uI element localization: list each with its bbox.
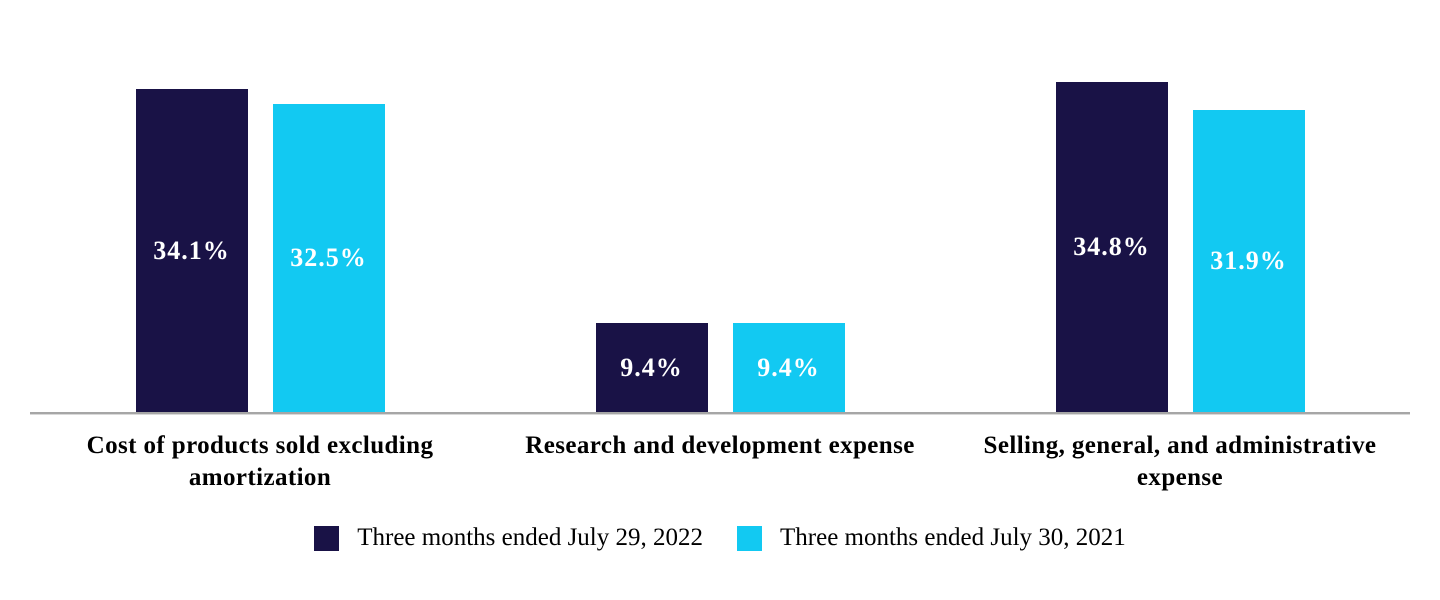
bar-group: 34.1% 32.5% <box>135 89 385 412</box>
bar-series-1-category-1: 9.4% <box>732 323 845 412</box>
bar-group: 9.4% 9.4% <box>595 323 845 412</box>
legend-item: Three months ended July 30, 2021 <box>737 524 1126 552</box>
bar-series-0-category-0: 34.1% <box>135 89 248 412</box>
legend-label: Three months ended July 30, 2021 <box>780 524 1126 551</box>
bar-value-label: 32.5% <box>290 243 367 272</box>
bar-group: 34.8% 31.9% <box>1055 82 1305 412</box>
x-axis-line <box>30 412 1410 415</box>
bar-series-1-category-0: 32.5% <box>272 104 385 412</box>
bar-series-0-category-1: 9.4% <box>595 323 708 412</box>
bar-value-label: 34.8% <box>1073 232 1150 261</box>
bar-series-0-category-2: 34.8% <box>1055 82 1168 412</box>
bar-value-label: 9.4% <box>620 352 683 382</box>
legend-swatch-icon <box>314 525 340 551</box>
bar-series-1-category-2: 31.9% <box>1192 110 1305 412</box>
category-label: Research and development expense <box>525 432 915 459</box>
legend-label: Three months ended July 29, 2022 <box>357 524 703 551</box>
bar-value-label: 34.1% <box>153 235 230 265</box>
category-label: Cost of products sold excluding amortiza… <box>86 432 434 491</box>
category-label: Selling, general, and administrative exp… <box>983 432 1377 491</box>
legend-swatch-icon <box>737 525 762 551</box>
bar-value-label: 9.4% <box>757 352 820 382</box>
legend: Three months ended July 29, 2022 Three mo… <box>0 524 1440 552</box>
bar-value-label: 31.9% <box>1210 246 1287 275</box>
legend-item: Three months ended July 29, 2022 <box>314 524 703 552</box>
